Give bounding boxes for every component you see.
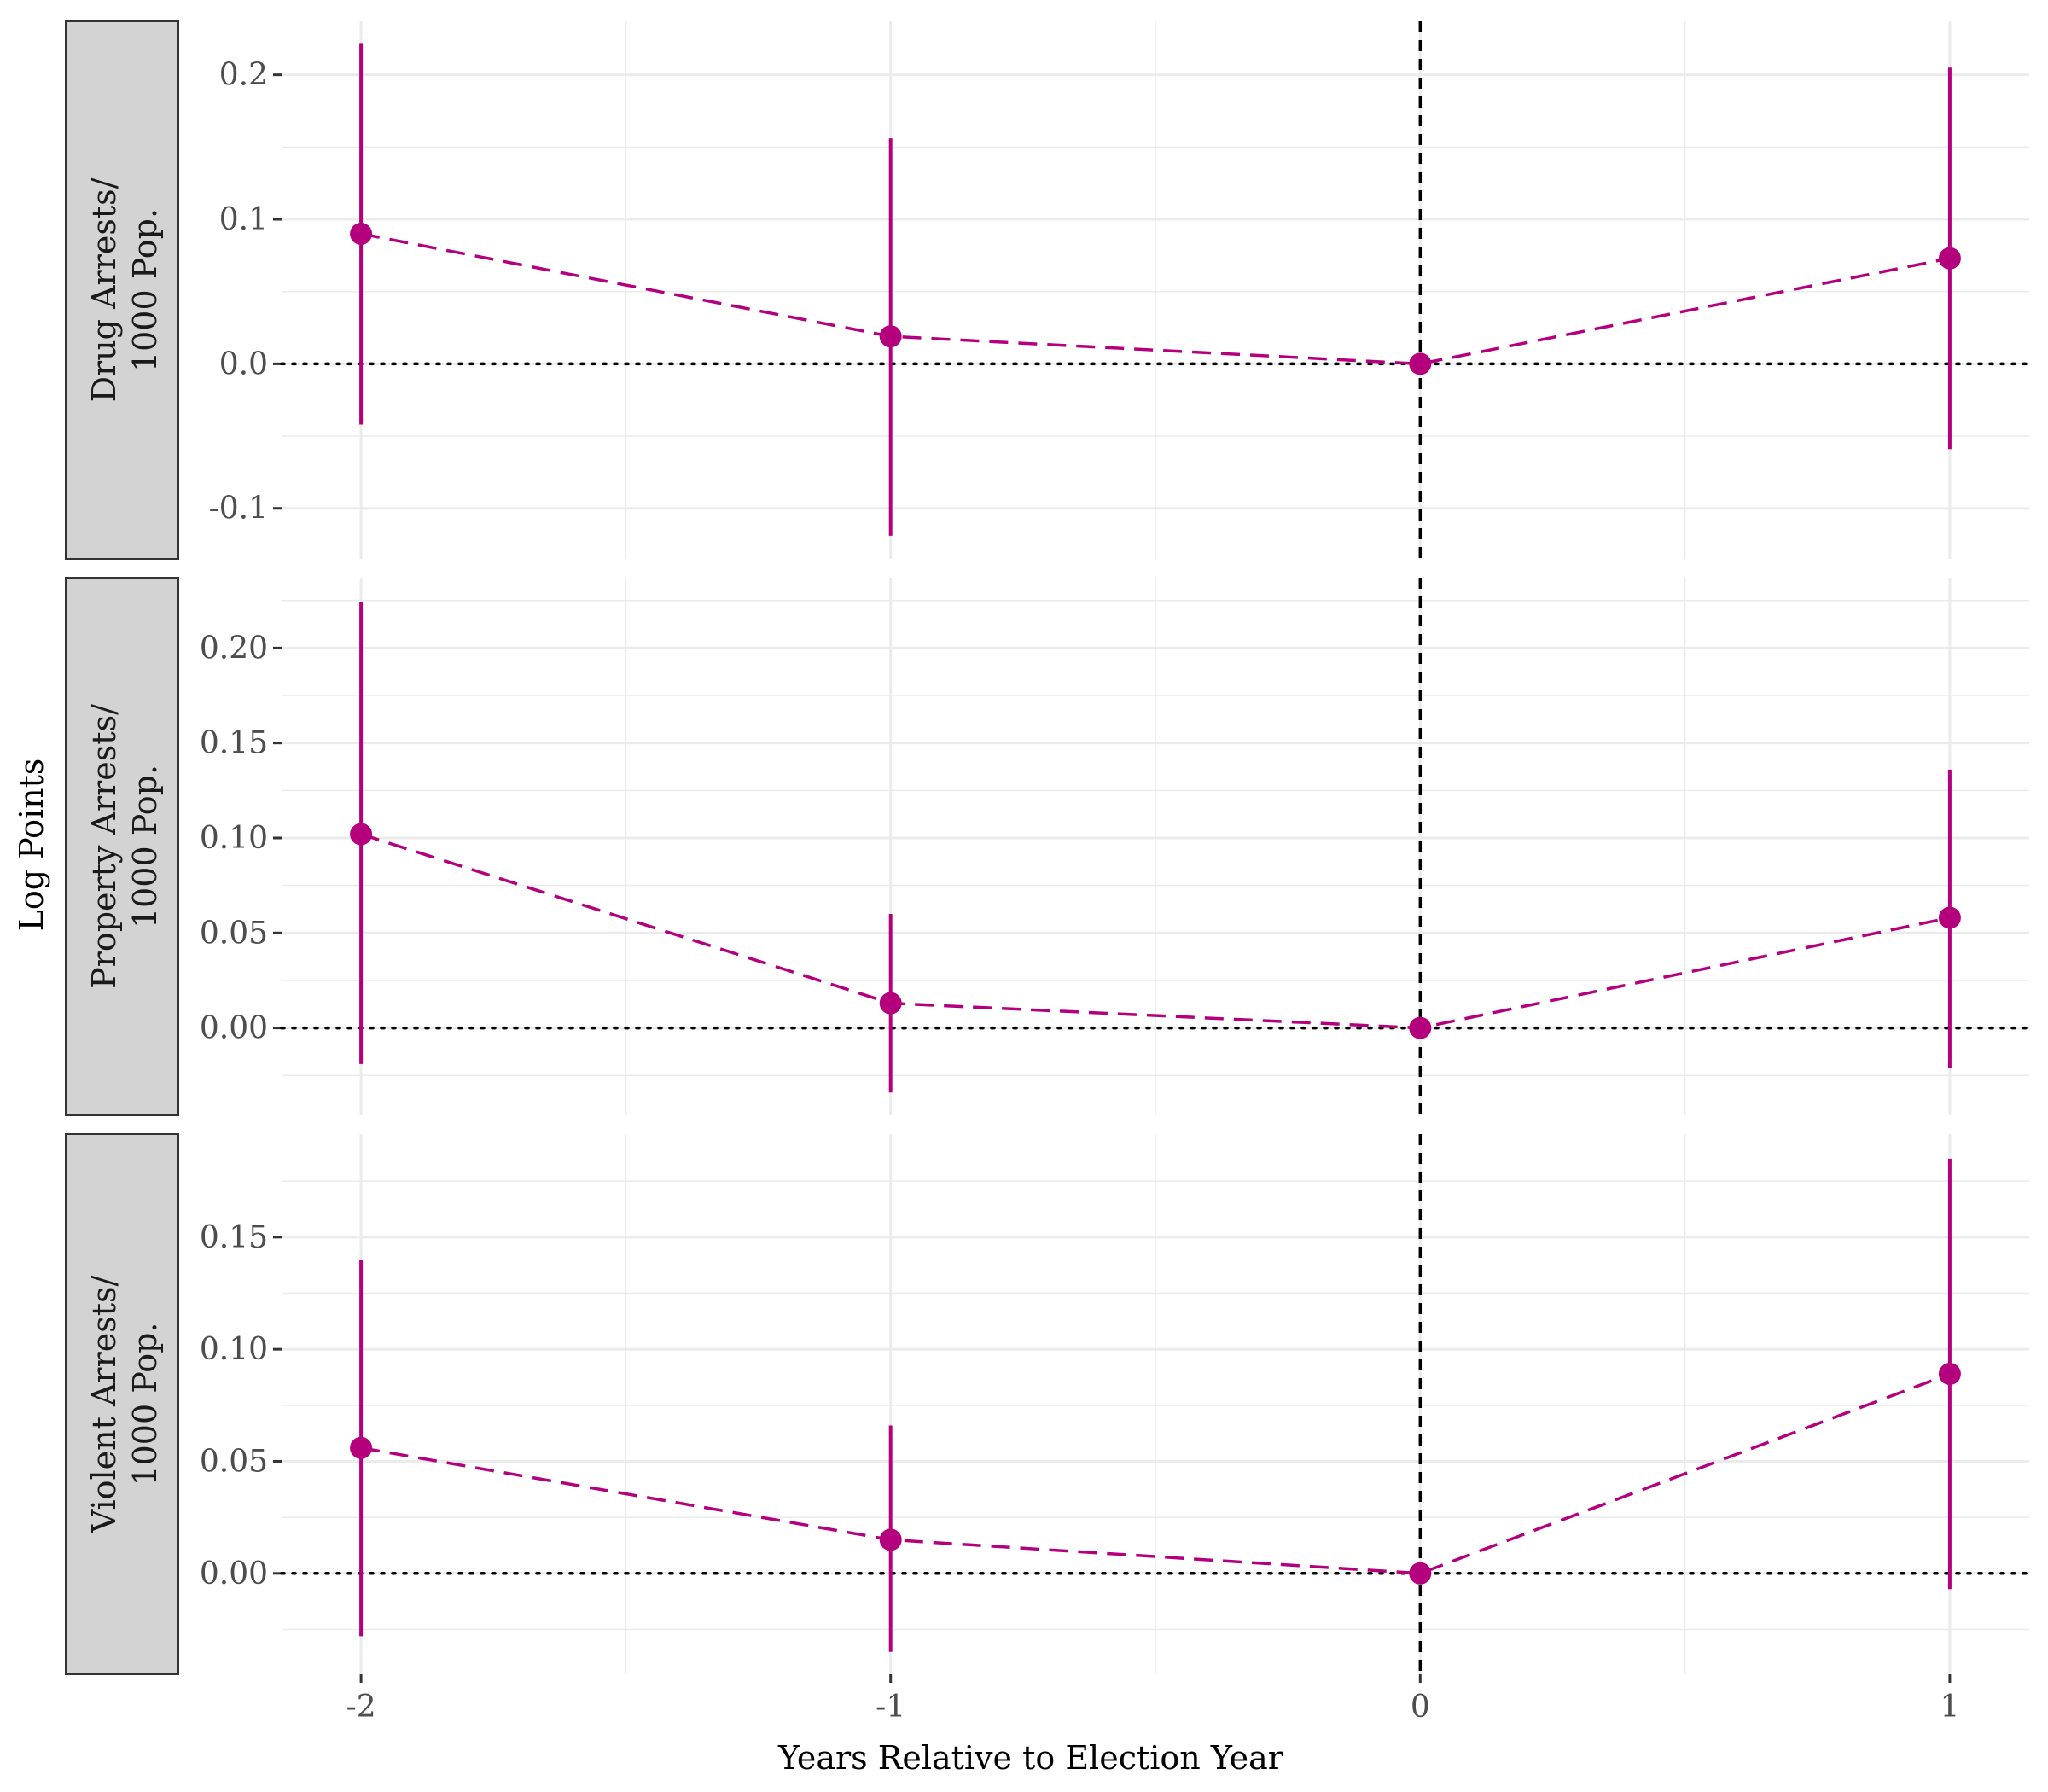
estimate-point bbox=[1938, 1363, 1961, 1386]
estimate-line bbox=[360, 1372, 1951, 1575]
y-tick-label: 0.15 bbox=[200, 1220, 268, 1255]
y-tick-label: 0.05 bbox=[200, 1444, 268, 1479]
panel-1: -0.1 0.0 0.1 0.2 Drug Arrests/1000 Pop. bbox=[65, 20, 2031, 560]
strip-label-line: Violent Arrests/ bbox=[85, 1276, 123, 1534]
estimate-point bbox=[1409, 352, 1432, 375]
x-axis: -2 -1 0 1 bbox=[346, 1674, 1959, 1725]
estimate-point bbox=[350, 823, 373, 846]
strip-panel-1 bbox=[65, 20, 179, 560]
y-tick-label: 0.10 bbox=[200, 821, 268, 856]
estimate-line bbox=[360, 232, 1951, 366]
y-tick-label: 0.2 bbox=[219, 58, 268, 93]
y-tick-label: 0.15 bbox=[200, 726, 268, 761]
strip-label-line: 1000 Pop. bbox=[126, 208, 164, 372]
y-tick-label: -0.1 bbox=[209, 492, 268, 527]
y-tick-label: 0.00 bbox=[200, 1011, 268, 1046]
strip-label-line: Drug Arrests/ bbox=[85, 177, 123, 402]
x-tick-label: -1 bbox=[876, 1690, 905, 1725]
estimate-point bbox=[1409, 1016, 1432, 1039]
estimate-point bbox=[1938, 906, 1961, 929]
strip-label-line: 1000 Pop. bbox=[126, 1322, 164, 1486]
strip-label-line: 1000 Pop. bbox=[126, 765, 164, 928]
y-tick-label: 0.05 bbox=[200, 916, 268, 951]
estimate-point bbox=[350, 222, 373, 245]
estimate-line bbox=[360, 832, 1951, 1030]
estimate-point bbox=[1938, 247, 1961, 270]
strip-label: Drug Arrests/1000 Pop. bbox=[85, 177, 164, 402]
estimate-point bbox=[879, 1528, 902, 1551]
estimate-point bbox=[350, 1436, 373, 1459]
x-tick-label: 0 bbox=[1411, 1690, 1430, 1725]
estimate-point bbox=[1409, 1562, 1432, 1585]
estimate-point bbox=[879, 992, 902, 1015]
panel-3: 0.00 0.05 0.10 0.15 Violent Arrests/1000 Pop… bbox=[65, 1133, 2031, 1675]
panel-2: 0.00 0.05 0.10 0.15 0.20 Property Arrests/100… bbox=[65, 577, 2031, 1116]
y-tick-label: 0.20 bbox=[200, 631, 268, 666]
strip-panel-3 bbox=[65, 1133, 179, 1675]
x-tick-label: 1 bbox=[1940, 1690, 1959, 1725]
strip-label: Violent Arrests/1000 Pop. bbox=[85, 1276, 164, 1534]
strip-label-line: Property Arrests/ bbox=[85, 704, 123, 989]
y-tick-label: 0.0 bbox=[219, 346, 268, 381]
y-tick-label: 0.1 bbox=[219, 202, 268, 237]
x-tick-label: -2 bbox=[346, 1690, 376, 1725]
strip-label: Property Arrests/1000 Pop. bbox=[85, 704, 164, 989]
y-tick-label: 0.10 bbox=[200, 1332, 268, 1367]
estimate-point bbox=[879, 325, 902, 348]
strip-panel-2 bbox=[65, 577, 179, 1116]
x-axis-title: Years Relative to Election Year bbox=[777, 1739, 1284, 1777]
y-axis-title: Log Points bbox=[13, 759, 50, 932]
y-tick-label: 0.00 bbox=[200, 1556, 268, 1591]
